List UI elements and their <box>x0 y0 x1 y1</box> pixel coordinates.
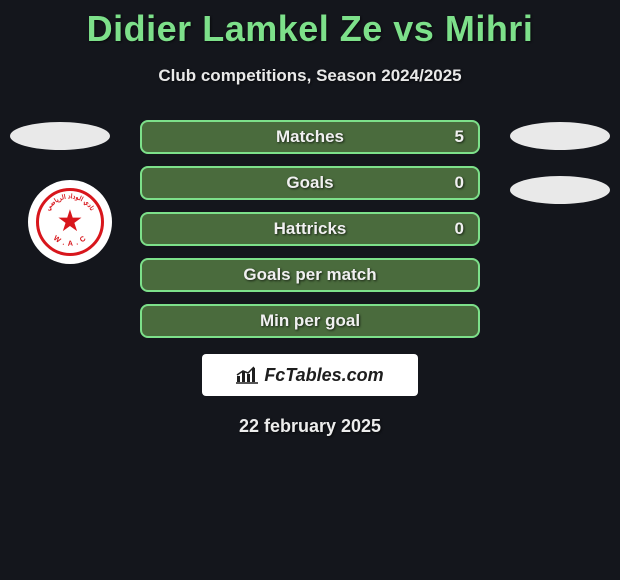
stat-value: 0 <box>455 219 464 239</box>
stat-label: Matches <box>276 127 344 147</box>
stat-row-hattricks: Hattricks 0 <box>140 212 480 246</box>
stat-value: 5 <box>455 127 464 147</box>
stat-value: 0 <box>455 173 464 193</box>
svg-text:نادي الوداد الرياضي: نادي الوداد الرياضي <box>45 193 96 212</box>
branding-text: FcTables.com <box>264 365 383 386</box>
stat-label: Goals per match <box>243 265 376 285</box>
stat-row-goals: Goals 0 <box>140 166 480 200</box>
club-badge: نادي الوداد الرياضي W . A . C ★ <box>28 180 112 264</box>
player-left-placeholder <box>10 122 110 150</box>
stat-row-min-per-goal: Min per goal <box>140 304 480 338</box>
stat-label: Min per goal <box>260 311 360 331</box>
stat-label: Hattricks <box>274 219 347 239</box>
stat-row-matches: Matches 5 <box>140 120 480 154</box>
page-title: Didier Lamkel Ze vs Mihri <box>0 0 620 50</box>
branding-badge: FcTables.com <box>202 354 418 396</box>
page-subtitle: Club competitions, Season 2024/2025 <box>0 66 620 86</box>
stat-label: Goals <box>286 173 333 193</box>
club-badge-ring: نادي الوداد الرياضي W . A . C ★ <box>36 188 104 256</box>
svg-text:W . A . C: W . A . C <box>52 233 88 247</box>
player-right-placeholder-2 <box>510 176 610 204</box>
club-badge-arc-text: نادي الوداد الرياضي W . A . C <box>39 191 101 253</box>
player-right-placeholder-1 <box>510 122 610 150</box>
stats-table: Matches 5 Goals 0 Hattricks 0 Goals per … <box>140 120 480 338</box>
stat-row-goals-per-match: Goals per match <box>140 258 480 292</box>
bar-chart-icon <box>236 366 258 384</box>
date-label: 22 february 2025 <box>0 416 620 437</box>
